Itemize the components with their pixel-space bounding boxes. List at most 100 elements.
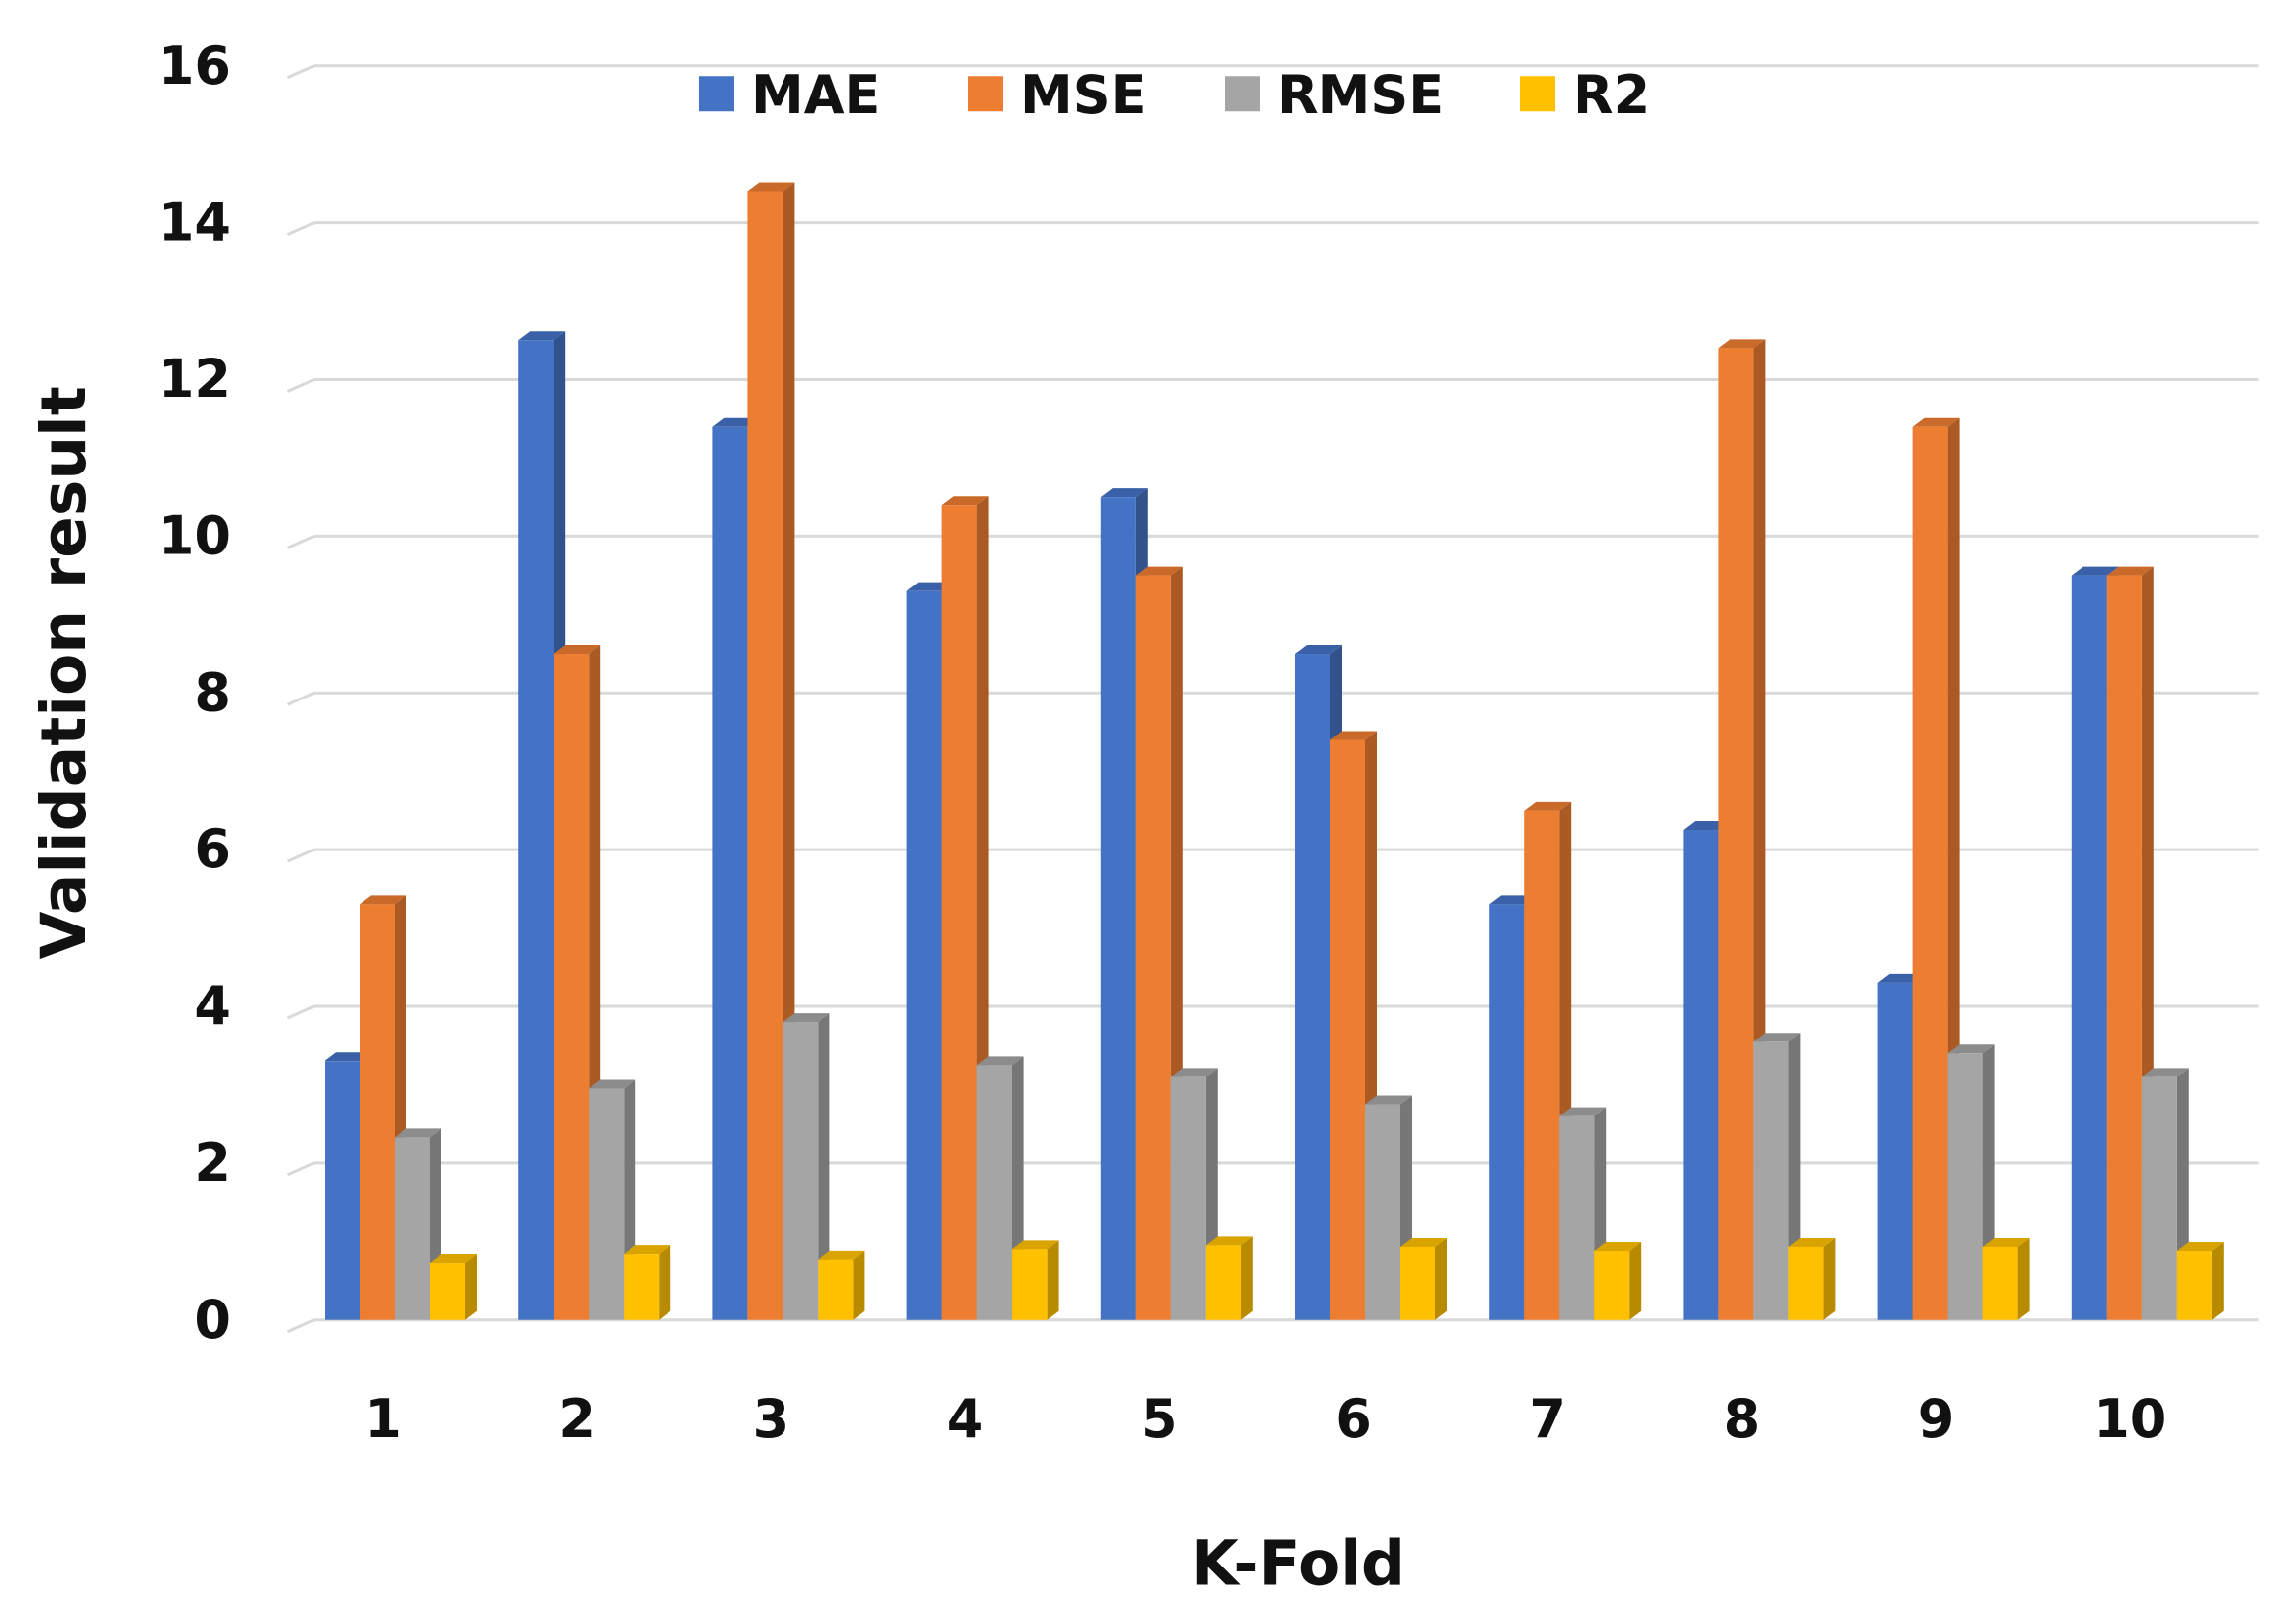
- bar-top: [1912, 417, 1960, 427]
- bar-front: [395, 1137, 430, 1320]
- bar-front: [1753, 1041, 1789, 1320]
- bar-top: [1982, 1237, 2030, 1247]
- x-tick-label: 9: [1918, 1388, 1955, 1450]
- bar-top: [1718, 339, 1766, 349]
- legend-label: MAE: [751, 64, 880, 126]
- bar-mse-fold-2: [554, 645, 601, 1320]
- bar-front: [1365, 1104, 1400, 1320]
- y-tick-label: 12: [158, 349, 231, 410]
- bar-front: [712, 426, 748, 1320]
- bar-front: [1947, 1053, 1983, 1320]
- legend-swatch: [1520, 76, 1555, 112]
- legend-swatch: [699, 76, 734, 112]
- bar-side: [1629, 1241, 1642, 1320]
- bar-top: [1012, 1240, 1059, 1250]
- legend-item-rmse: RMSE: [1225, 64, 1444, 126]
- gridline: [286, 691, 2259, 706]
- bar-front: [1912, 426, 1948, 1320]
- bar-front: [1559, 1115, 1595, 1320]
- bar-top: [1170, 1068, 1218, 1077]
- bar-front: [1135, 575, 1171, 1320]
- bar-front: [1205, 1245, 1242, 1320]
- bar-top: [395, 1128, 441, 1138]
- bar-front: [554, 654, 590, 1320]
- bar-front: [941, 505, 977, 1320]
- gridlines: [286, 64, 2259, 1334]
- bar-top: [1524, 801, 1572, 811]
- bar-rmse-fold-3: [783, 1013, 830, 1320]
- bar-front: [1683, 830, 1719, 1320]
- bar-front: [2071, 575, 2107, 1320]
- bar-top: [554, 645, 601, 655]
- x-tick-label: 2: [558, 1388, 595, 1450]
- bar-top: [518, 331, 566, 341]
- bar-front: [518, 340, 554, 1320]
- bar-front: [1100, 497, 1136, 1320]
- bar-r2-fold-8: [1788, 1237, 1836, 1320]
- bar-front: [1295, 654, 1330, 1320]
- bar-side: [2017, 1237, 2030, 1320]
- gridline: [286, 1004, 2259, 1020]
- bar-front: [624, 1254, 660, 1320]
- bars: [325, 182, 2224, 1320]
- bar-top: [712, 417, 760, 427]
- bar-front: [1718, 348, 1754, 1320]
- bar-top: [2071, 566, 2119, 576]
- bar-r2-fold-6: [1400, 1237, 1447, 1320]
- x-tick-labels: 1 2 3 4 5 6 7 8 9 10: [364, 1388, 2166, 1450]
- bar-r2-fold-2: [624, 1245, 671, 1320]
- bar-front: [1170, 1076, 1206, 1320]
- bar-top: [747, 182, 795, 192]
- legend-item-r2: R2: [1520, 64, 1650, 126]
- legend: MAE MSE RMSE R2: [699, 64, 1650, 126]
- bar-top: [1365, 1095, 1412, 1105]
- bar-side: [1047, 1240, 1059, 1320]
- bar-side: [1823, 1237, 1836, 1320]
- bar-r2-fold-1: [430, 1254, 477, 1320]
- x-tick-label: 6: [1335, 1388, 1372, 1450]
- bar-top: [818, 1250, 865, 1260]
- bar-side: [2211, 1241, 2224, 1320]
- bar-rmse-fold-2: [589, 1079, 636, 1320]
- gridline: [286, 534, 2259, 549]
- bar-side: [818, 1013, 830, 1320]
- bar-front: [976, 1065, 1012, 1320]
- y-axis-label: Validation result: [28, 386, 99, 959]
- gridline: [286, 221, 2259, 236]
- bar-side: [1435, 1237, 1447, 1320]
- bar-top: [783, 1013, 830, 1023]
- x-tick-label: 8: [1724, 1388, 1761, 1450]
- bar-side: [1241, 1236, 1253, 1320]
- y-tick-label: 4: [194, 975, 231, 1037]
- x-tick-label: 7: [1529, 1388, 1566, 1450]
- bar-top: [2176, 1241, 2224, 1251]
- bar-top: [1100, 488, 1148, 498]
- legend-label: RMSE: [1278, 64, 1444, 126]
- bar-side: [659, 1245, 671, 1320]
- bar-r2-fold-3: [818, 1250, 865, 1320]
- bar-r2-fold-4: [1012, 1240, 1059, 1320]
- bar-front: [2141, 1076, 2177, 1320]
- bar-front: [589, 1088, 625, 1320]
- bar-top: [941, 496, 989, 506]
- bar-front: [747, 191, 783, 1320]
- gridline: [286, 1161, 2259, 1177]
- y-tick-label: 10: [158, 505, 231, 566]
- bar-top: [1788, 1237, 1836, 1247]
- bar-r2-fold-7: [1594, 1241, 1642, 1320]
- bar-top: [1400, 1237, 1447, 1247]
- x-axis-label: K-Fold: [1191, 1528, 1405, 1599]
- legend-label: R2: [1573, 64, 1650, 126]
- legend-label: MSE: [1020, 64, 1147, 126]
- bar-mse-fold-4: [941, 496, 989, 1320]
- bar-top: [2106, 566, 2154, 576]
- bar-top: [624, 1245, 671, 1255]
- bar-front: [430, 1263, 465, 1320]
- bar-front: [325, 1061, 360, 1320]
- gridline: [286, 64, 2259, 80]
- bar-front: [1594, 1250, 1630, 1320]
- legend-item-mae: MAE: [699, 64, 880, 126]
- bar-front: [2176, 1250, 2212, 1320]
- bar-front: [1012, 1249, 1048, 1320]
